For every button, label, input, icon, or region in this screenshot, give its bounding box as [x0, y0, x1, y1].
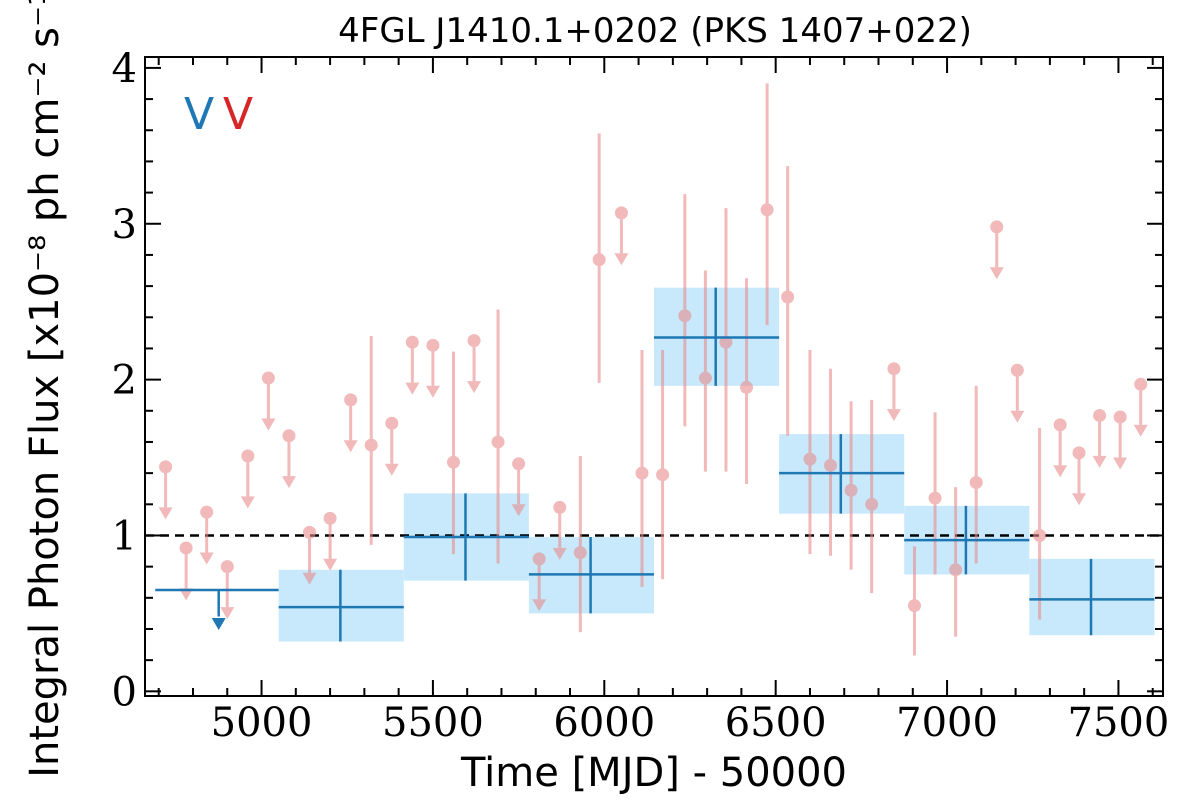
fine-point-18	[532, 552, 546, 566]
fine-point-17	[512, 457, 526, 471]
fine-point-21	[592, 253, 606, 267]
fine-point-43	[1053, 418, 1067, 432]
fine-point-0	[159, 460, 173, 474]
fine-point-20	[573, 546, 587, 560]
fine-point-47	[1134, 377, 1148, 391]
fine-point-5	[261, 371, 275, 385]
fine-point-13	[426, 338, 440, 352]
fine-point-25	[678, 309, 692, 323]
fine-ul-arrow-2	[199, 552, 214, 565]
fine-bins-series	[158, 83, 1148, 656]
fine-point-24	[656, 468, 670, 482]
fine-point-2	[200, 505, 214, 519]
fine-ul-arrow-46	[1113, 457, 1128, 470]
x-tick-label-1: 5500	[382, 700, 484, 746]
fine-point-44	[1072, 446, 1086, 460]
fine-point-11	[385, 416, 399, 430]
fine-point-42	[1033, 528, 1047, 542]
fine-ul-arrow-44	[1072, 493, 1087, 506]
y-axis-label: Integral Photon Flux [x10⁻⁸ ph cm⁻² s⁻¹]	[22, 0, 68, 778]
fine-point-12	[405, 335, 419, 349]
fine-point-28	[740, 380, 754, 394]
fine-ul-arrow-17	[511, 504, 526, 517]
fine-point-26	[698, 371, 712, 385]
x-tick-label-4: 7000	[896, 700, 998, 746]
fine-point-6	[282, 429, 296, 443]
fine-ul-arrow-35	[886, 409, 901, 422]
axis-ticks	[145, 57, 1163, 696]
fine-point-22	[614, 206, 628, 220]
fine-point-36	[907, 599, 921, 613]
fine-point-7	[303, 525, 317, 539]
chart-title: 4FGL J1410.1+0202 (PKS 1407+022)	[338, 11, 972, 51]
fine-ul-arrow-6	[281, 476, 296, 489]
fine-ul-arrow-9	[343, 440, 358, 453]
fine-point-45	[1093, 408, 1107, 422]
fine-ul-arrow-45	[1092, 455, 1107, 468]
fine-point-4	[241, 449, 255, 463]
fine-ul-arrow-41	[1010, 410, 1025, 423]
fine-point-32	[824, 458, 838, 472]
fine-ul-arrow-7	[302, 572, 317, 585]
fine-point-33	[844, 483, 858, 497]
fine-ul-arrow-3	[220, 607, 235, 620]
x-tick-label-0: 5000	[211, 700, 313, 746]
fine-ul-arrow-1	[179, 588, 194, 601]
fine-ul-arrow-11	[384, 463, 399, 476]
fine-ul-arrow-40	[989, 267, 1004, 280]
y-tick-label-0: 0	[112, 669, 137, 715]
fine-point-1	[179, 541, 193, 555]
y-tick-label-4: 4	[112, 46, 137, 92]
fine-ul-arrow-4	[240, 496, 255, 509]
x-tick-label-2: 6000	[553, 700, 655, 746]
fine-point-31	[803, 452, 817, 466]
annotation-fine-v: V	[223, 89, 253, 140]
fine-ul-arrow-15	[467, 381, 482, 394]
fine-point-37	[928, 491, 942, 505]
fine-point-39	[969, 475, 983, 489]
y-tick-label-2: 2	[112, 358, 137, 404]
y-tick-label-3: 3	[112, 202, 137, 248]
fine-point-35	[887, 362, 901, 376]
fine-point-27	[719, 335, 733, 349]
fine-point-29	[760, 203, 774, 217]
fine-ul-arrow-5	[261, 418, 276, 431]
annotation-coarse-v: V	[184, 89, 214, 140]
fine-point-23	[635, 466, 649, 480]
x-axis-label: Time [MJD] - 50000	[460, 750, 847, 796]
fine-point-10	[364, 438, 378, 452]
fine-point-19	[553, 500, 567, 514]
fine-ul-arrow-43	[1053, 465, 1068, 478]
coarse-ul-arrow-0	[211, 617, 226, 630]
fine-point-34	[865, 497, 879, 511]
fine-point-30	[781, 290, 795, 304]
fine-point-41	[1010, 363, 1024, 377]
fine-point-8	[323, 511, 337, 525]
plot-frame	[144, 56, 1164, 697]
fine-ul-arrow-8	[323, 558, 338, 571]
fine-point-46	[1113, 410, 1127, 424]
fine-ul-arrow-19	[552, 547, 567, 560]
fine-ul-arrow-22	[614, 253, 629, 266]
fine-point-40	[990, 220, 1004, 234]
fine-ul-arrow-12	[405, 382, 420, 395]
fine-ul-arrow-18	[532, 599, 547, 612]
fine-point-3	[220, 560, 234, 574]
fine-point-15	[467, 334, 481, 348]
fine-point-14	[446, 455, 460, 469]
fine-ul-arrow-13	[425, 385, 440, 398]
fine-point-38	[949, 563, 963, 577]
plot-area	[145, 83, 1163, 656]
fine-point-9	[344, 393, 358, 407]
x-tick-label-3: 6500	[725, 700, 827, 746]
x-tick-label-5: 7500	[1068, 700, 1170, 746]
fine-ul-arrow-47	[1133, 424, 1148, 437]
y-tick-label-1: 1	[112, 513, 137, 559]
fine-ul-arrow-0	[158, 507, 173, 520]
fine-point-16	[491, 435, 505, 449]
